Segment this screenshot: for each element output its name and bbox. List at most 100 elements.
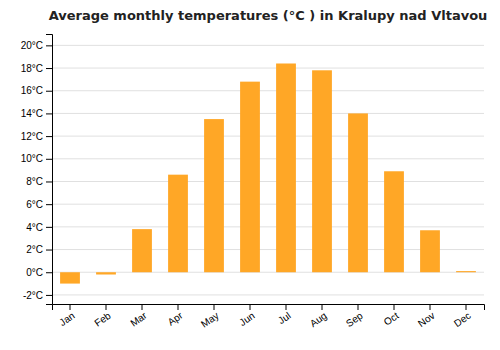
y-tick-mark — [46, 68, 52, 69]
y-tick-mark — [46, 159, 52, 160]
x-tick: Dec — [452, 304, 473, 329]
grid-line — [52, 136, 484, 137]
x-tick-label: Jun — [237, 310, 257, 328]
bar — [276, 63, 296, 272]
x-tick-label: Oct — [382, 310, 401, 328]
grid-line — [52, 204, 484, 205]
grid-line — [52, 90, 484, 91]
y-axis: -2°C 0°C 2°C 4°C 6°C 8°C 10°C 12°C 14°C 16°C 18°C 2… — [21, 35, 53, 305]
x-tick-label: Sep — [344, 310, 365, 329]
bar — [60, 272, 80, 283]
grid — [52, 45, 484, 295]
y-tick-mark — [46, 45, 52, 46]
x-tick: Feb — [92, 304, 113, 329]
y-tick: 14°C — [21, 108, 52, 119]
y-tick: 6°C — [26, 199, 52, 210]
y-tick-label: 12°C — [21, 131, 43, 142]
x-tick-label: Jul — [276, 310, 293, 326]
x-tick-mark — [394, 304, 395, 310]
y-tick-label: 8°C — [26, 176, 43, 187]
bar — [240, 82, 260, 273]
x-tick-mark — [286, 304, 287, 310]
title: Average monthly temperatures (°C ) in Kr… — [49, 8, 488, 23]
x-axis-line — [53, 305, 485, 311]
x-tick-mark — [322, 304, 323, 310]
y-tick-label: 16°C — [21, 85, 43, 96]
x-tick-mark — [178, 304, 179, 310]
grid-line — [52, 113, 484, 114]
x-tick-mark — [358, 304, 359, 310]
y-tick: 10°C — [21, 153, 52, 164]
x-tick-label: Aug — [308, 310, 329, 329]
x-tick-label: Jan — [57, 310, 77, 328]
y-tick-label: 0°C — [26, 267, 43, 278]
y-tick-mark — [46, 113, 52, 114]
bar — [384, 171, 404, 272]
bars — [60, 63, 476, 283]
grid-line — [52, 294, 484, 295]
x-tick-mark — [142, 304, 143, 310]
y-tick-mark — [46, 181, 52, 182]
grid-line — [52, 272, 484, 273]
x-tick: Jul — [276, 304, 293, 326]
x-tick: Sep — [344, 304, 365, 329]
y-tick-mark — [46, 136, 52, 137]
x-tick-mark — [430, 304, 431, 310]
y-tick-mark — [46, 227, 52, 228]
x-axis: Jan Feb Mar Apr May Jun Jul Aug Sep Oct Nov Dec — [53, 304, 485, 330]
x-tick-mark — [70, 304, 71, 310]
x-tick-label: May — [199, 310, 221, 330]
grid-line — [52, 158, 484, 159]
y-tick: 4°C — [26, 222, 52, 233]
y-tick: 16°C — [21, 85, 52, 96]
y-tick-mark — [46, 295, 52, 296]
bar — [420, 230, 440, 272]
y-tick-label: 18°C — [21, 63, 43, 74]
y-tick: -2°C — [23, 290, 52, 301]
grid-line — [52, 181, 484, 182]
x-tick: Apr — [166, 304, 186, 328]
bar — [204, 119, 224, 272]
y-tick: 0°C — [26, 267, 52, 278]
x-tick-mark — [106, 304, 107, 310]
x-tick-label: Feb — [92, 310, 113, 329]
y-tick-label: 20°C — [21, 40, 43, 51]
x-tick-mark — [214, 304, 215, 310]
y-tick-label: 6°C — [26, 199, 43, 210]
x-tick-label: Mar — [128, 309, 149, 328]
chart: -2°C 0°C 2°C 4°C 6°C 8°C 10°C 12°C 14°C 16°C 18°C 2… — [0, 0, 500, 350]
grid-line — [52, 226, 484, 227]
bar — [348, 113, 368, 272]
y-tick: 12°C — [21, 131, 52, 142]
y-tick: 8°C — [26, 176, 52, 187]
y-tick-mark — [46, 204, 52, 205]
x-tick: Oct — [382, 304, 401, 328]
grid-line — [52, 249, 484, 250]
x-tick: May — [199, 304, 221, 330]
y-tick-mark — [46, 272, 52, 273]
y-tick-label: -2°C — [23, 290, 43, 301]
y-tick-mark — [46, 250, 52, 251]
y-tick: 18°C — [21, 63, 52, 74]
y-tick-label: 2°C — [26, 244, 43, 255]
y-tick-label: 14°C — [21, 108, 43, 119]
y-tick-label: 4°C — [26, 222, 43, 233]
y-tick-mark — [46, 91, 52, 92]
x-tick: Jun — [237, 304, 257, 328]
x-tick: Nov — [416, 304, 437, 329]
bar — [132, 229, 152, 272]
y-tick: 20°C — [21, 40, 52, 51]
y-tick-label: 10°C — [21, 153, 43, 164]
bar — [168, 175, 188, 273]
x-tick-mark — [466, 304, 467, 310]
x-tick-mark — [250, 304, 251, 310]
bar — [96, 272, 116, 274]
x-tick-label: Apr — [166, 309, 186, 327]
x-tick-label: Dec — [452, 310, 473, 329]
y-axis-line — [46, 35, 53, 305]
x-tick: Aug — [308, 304, 329, 329]
x-tick: Jan — [57, 304, 77, 328]
bar — [456, 271, 476, 272]
bar — [312, 70, 332, 272]
y-tick: 2°C — [26, 244, 52, 255]
